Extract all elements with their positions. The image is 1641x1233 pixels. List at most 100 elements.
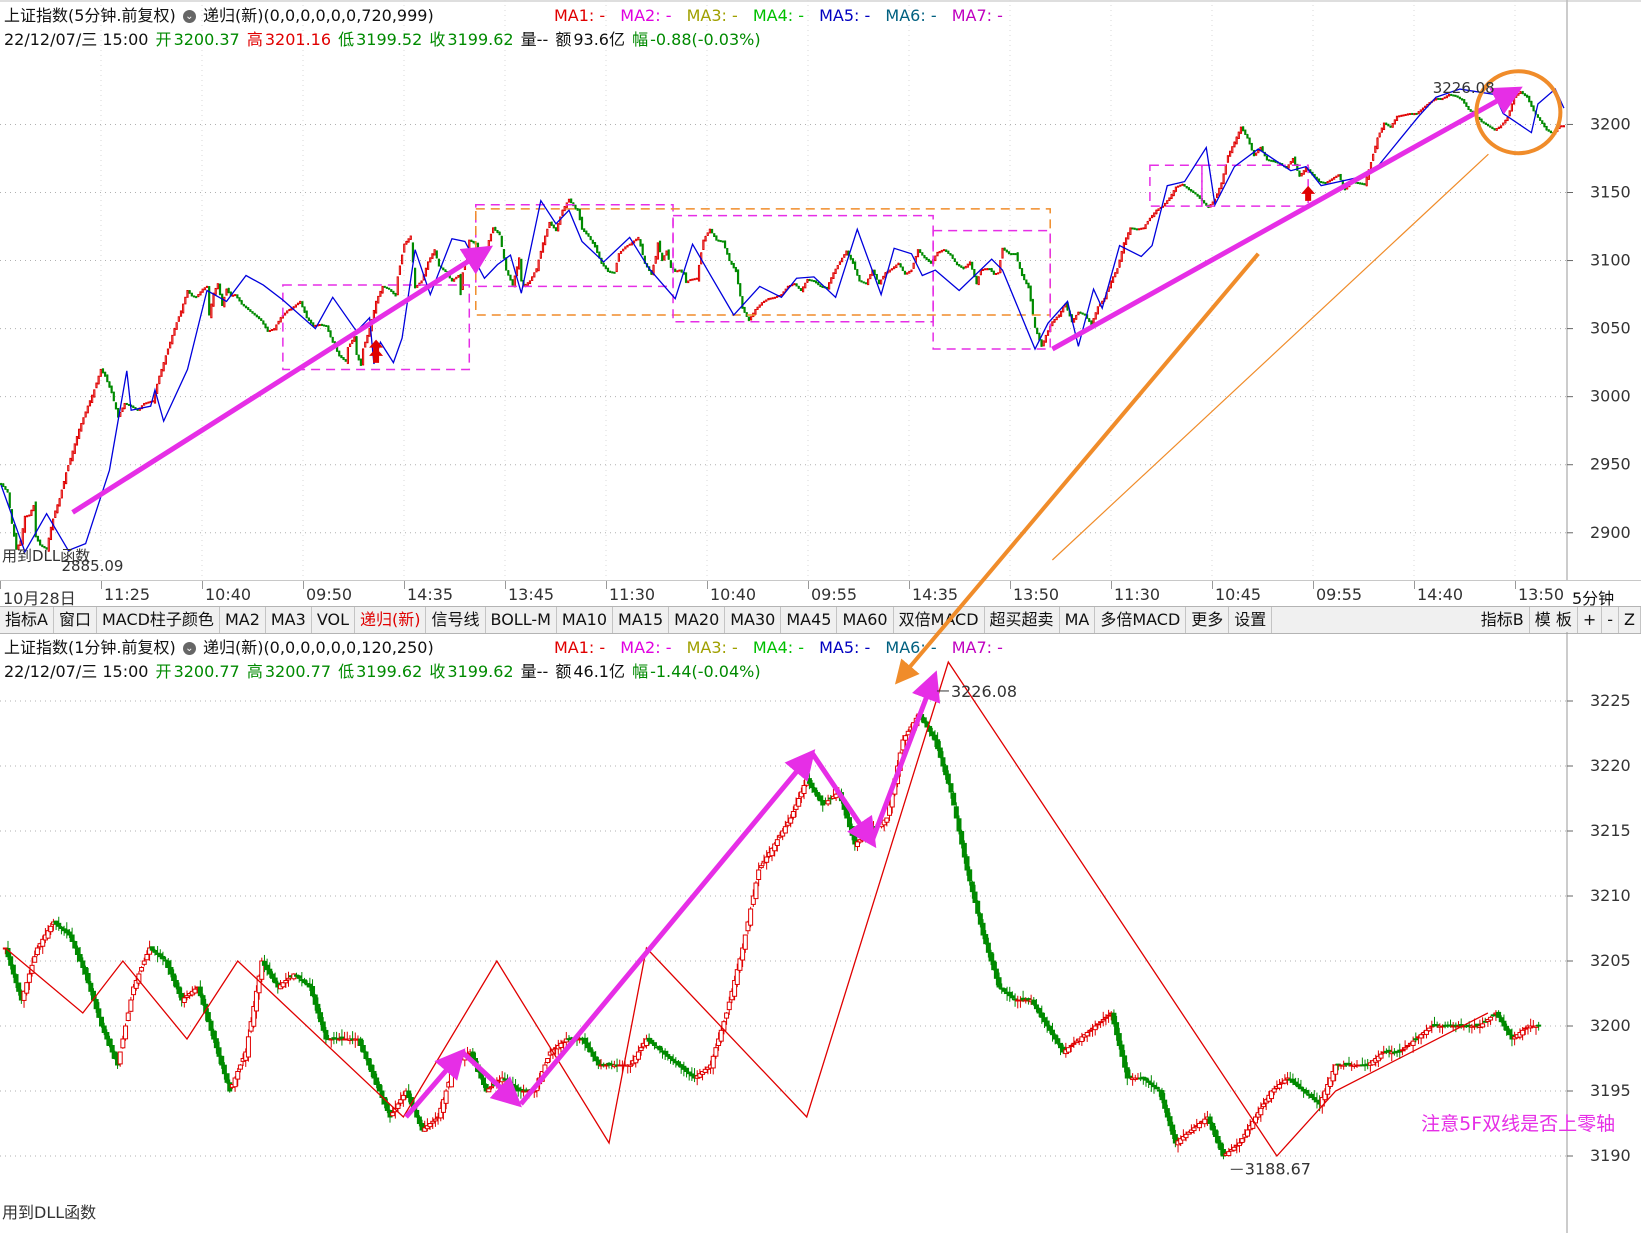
bottom-candle: [245, 1029, 251, 1062]
top-candle-body: [1395, 115, 1399, 121]
top-candle: [264, 323, 267, 329]
toolbar-right-button[interactable]: -: [1602, 607, 1620, 633]
toolbar-button[interactable]: MA45: [781, 607, 838, 633]
top-candle: [574, 204, 577, 210]
toolbar-button[interactable]: MA15: [613, 607, 670, 633]
toolbar-right-button[interactable]: +: [1578, 607, 1603, 633]
top-candle-body: [797, 285, 800, 289]
top-candle-body: [1541, 120, 1544, 125]
top-low-label: 低: [338, 30, 355, 49]
bottom-chart-panel[interactable]: 3190 3195 3200 3205 3210 3215 3220 3225 3226.08 3…: [0, 632, 1641, 1233]
top-high-label: 高: [246, 30, 263, 49]
bottom-candle: [740, 943, 746, 968]
top-candle: [960, 265, 963, 268]
bottom-candle-body: [192, 988, 198, 994]
top-candle-body: [1460, 98, 1464, 101]
bottom-candle: [350, 1031, 356, 1045]
bottom-candle-body: [419, 1123, 425, 1131]
toolbar-right-button[interactable]: Z: [1619, 607, 1641, 633]
bottom-candle-body: [400, 1094, 406, 1101]
top-indicator-params[interactable]: 递归(新)(0,0,0,0,0,0,720,999): [202, 6, 434, 25]
toolbar-button[interactable]: BOLL-M: [486, 607, 557, 633]
top-candle-body: [997, 272, 1000, 275]
top-candle: [1560, 125, 1563, 128]
bottom-candle-body: [149, 946, 155, 951]
toolbar-button[interactable]: 更多: [1186, 607, 1230, 633]
top-candle: [769, 297, 772, 300]
bottom-candle-body: [793, 804, 799, 810]
toolbar-button[interactable]: 设置: [1229, 607, 1273, 633]
bottom-candle: [935, 732, 941, 752]
bottom-candle: [224, 1073, 230, 1084]
top-candle: [197, 294, 200, 298]
toolbar-button[interactable]: 超买超卖: [985, 607, 1060, 633]
bottom-candle: [764, 850, 770, 870]
top-candle-body: [470, 239, 473, 243]
bottom-candle-body: [959, 831, 965, 845]
toolbar-button[interactable]: MA2: [220, 607, 266, 633]
toolbar-button[interactable]: MA3: [266, 607, 312, 633]
period-label[interactable]: 5分钟: [1572, 589, 1615, 608]
bottom-candle-body: [734, 969, 740, 985]
bottom-candle-body: [1472, 1025, 1478, 1028]
bottom-candle-body: [1410, 1040, 1416, 1046]
top-candle: [231, 294, 235, 297]
top-candlestick-chart[interactable]: 29002950300030503100315032002885.093226.…: [0, 0, 1641, 580]
bottom-candle: [991, 953, 997, 971]
toolbar-button[interactable]: 多倍MACD: [1095, 607, 1187, 633]
toolbar-button[interactable]: 指标A: [0, 607, 54, 633]
top-candle-body: [377, 295, 380, 304]
bottom-candle: [1528, 1018, 1534, 1032]
toolbar-button[interactable]: MA30: [725, 607, 782, 633]
bottom-candle-body: [1122, 1055, 1128, 1068]
top-candle: [1415, 112, 1418, 115]
bottom-candle: [133, 976, 139, 991]
top-candle: [554, 227, 558, 232]
top-candle: [305, 310, 308, 319]
top-candle: [962, 266, 965, 270]
top-candle: [314, 324, 317, 327]
bottom-candlestick-chart[interactable]: 319031953200320532103215322032253226.083…: [0, 632, 1641, 1233]
bottom-candle-body: [125, 1012, 131, 1022]
top-candle-body: [1287, 164, 1290, 169]
bottom-candle-body: [764, 856, 770, 863]
toolbar-button[interactable]: 信号线: [426, 607, 486, 633]
top-candle: [617, 253, 620, 262]
top-candle-body: [1328, 179, 1331, 183]
toolbar-right-button[interactable]: 指标B: [1476, 607, 1530, 633]
top-candle-body: [214, 287, 217, 295]
gear-icon[interactable]: ⌄: [182, 10, 196, 23]
top-candle-body: [841, 257, 844, 263]
top-chart-panel[interactable]: 2900 2950 3000 3050 3100 3150 3200 2885.09 3226.…: [0, 0, 1641, 580]
top-candle-body: [617, 253, 620, 262]
top-candle: [251, 311, 254, 314]
toolbar-button[interactable]: MA20: [669, 607, 726, 633]
toolbar-button[interactable]: VOL: [312, 607, 355, 633]
bottom-candle-body: [702, 1068, 708, 1073]
gear-icon[interactable]: ⌄: [182, 642, 196, 655]
bottom-candle-body: [1402, 1047, 1408, 1050]
toolbar-button[interactable]: 递归(新): [355, 607, 427, 633]
toolbar-button[interactable]: MA60: [837, 607, 894, 633]
top-candle: [975, 275, 978, 285]
bottom-indicator-params[interactable]: 递归(新)(0,0,0,0,0,0,120,250): [202, 638, 434, 657]
top-candle-body: [732, 262, 735, 269]
top-candle-body: [773, 296, 777, 299]
toolbar-button[interactable]: MACD柱子颜色: [97, 607, 220, 633]
bottom-candle-body: [1052, 1034, 1058, 1040]
top-candle: [238, 297, 241, 302]
bottom-candle: [1282, 1074, 1288, 1085]
top-candle-body: [663, 255, 666, 261]
toolbar-button[interactable]: 窗口: [54, 607, 97, 633]
toolbar-button[interactable]: MA10: [557, 607, 614, 633]
toolbar-right-button[interactable]: 模 板: [1530, 607, 1578, 633]
toolbar-button[interactable]: MA: [1060, 607, 1096, 633]
top-candle-body: [704, 236, 707, 242]
bottom-candle: [793, 797, 799, 818]
top-candle: [849, 254, 852, 260]
bottom-candle: [1504, 1023, 1510, 1036]
top-candle-body: [325, 324, 328, 327]
top-candle: [533, 272, 536, 278]
bottom-candle: [983, 930, 989, 945]
toolbar-button[interactable]: 双倍MACD: [894, 607, 985, 633]
